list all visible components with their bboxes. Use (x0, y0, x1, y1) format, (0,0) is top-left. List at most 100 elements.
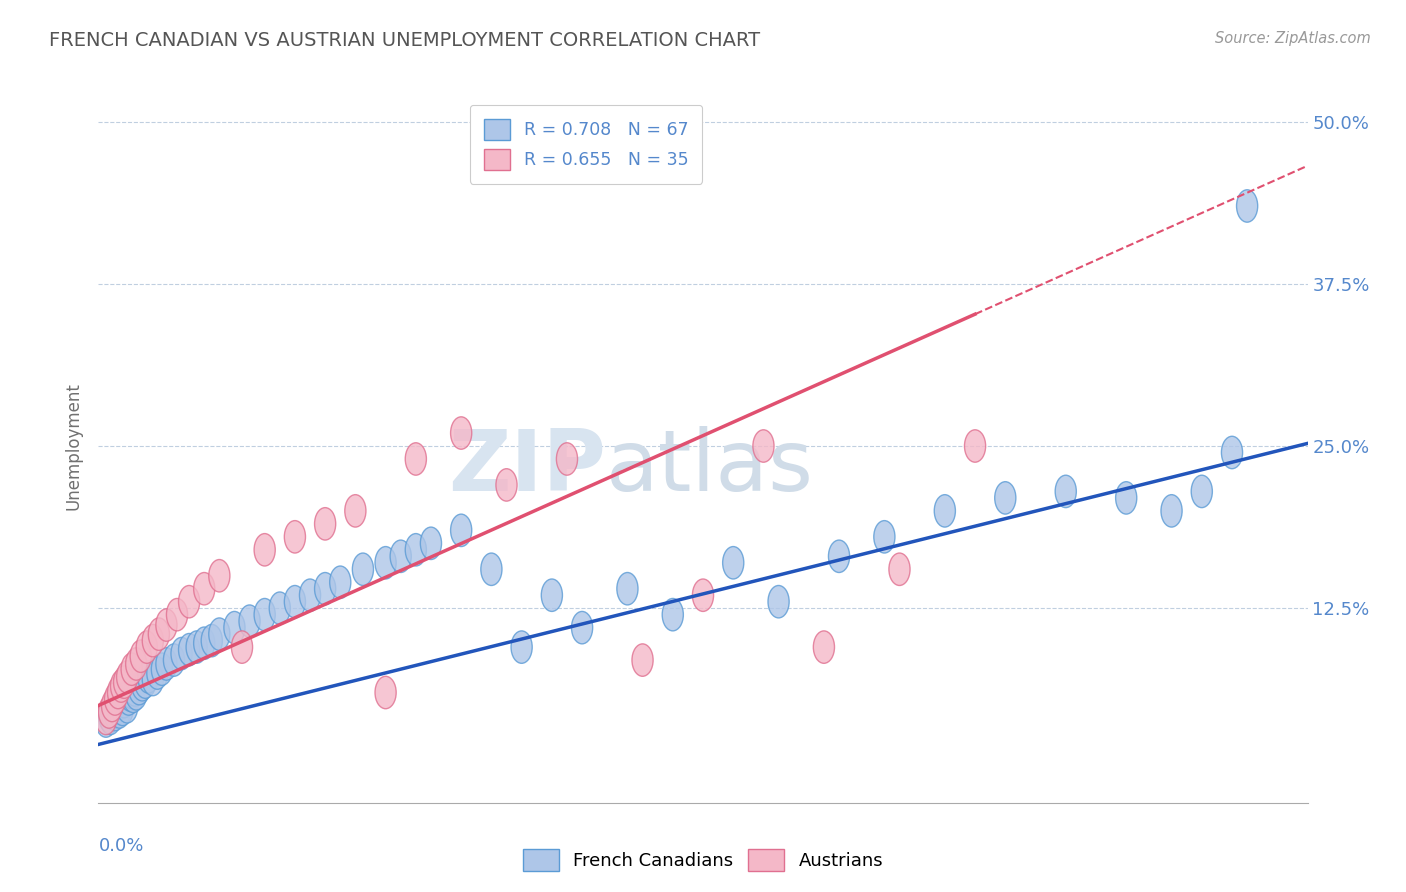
Ellipse shape (315, 508, 336, 540)
Ellipse shape (179, 585, 200, 618)
Ellipse shape (284, 585, 305, 618)
Ellipse shape (117, 690, 138, 723)
Ellipse shape (994, 482, 1017, 514)
Ellipse shape (813, 631, 835, 664)
Legend: French Canadians, Austrians: French Canadians, Austrians (516, 842, 890, 879)
Text: 0.0%: 0.0% (98, 837, 143, 855)
Legend: R = 0.708   N = 67, R = 0.655   N = 35: R = 0.708 N = 67, R = 0.655 N = 35 (470, 105, 702, 184)
Ellipse shape (631, 644, 654, 676)
Ellipse shape (353, 553, 374, 585)
Ellipse shape (172, 638, 193, 670)
Ellipse shape (389, 540, 412, 573)
Ellipse shape (208, 618, 231, 650)
Ellipse shape (114, 666, 135, 698)
Text: ZIP: ZIP (449, 425, 606, 509)
Y-axis label: Unemployment: Unemployment (65, 382, 83, 510)
Ellipse shape (889, 553, 910, 585)
Ellipse shape (148, 618, 170, 650)
Ellipse shape (115, 681, 136, 714)
Ellipse shape (107, 676, 129, 709)
Ellipse shape (125, 648, 146, 681)
Ellipse shape (156, 609, 177, 641)
Text: Source: ZipAtlas.com: Source: ZipAtlas.com (1215, 31, 1371, 46)
Ellipse shape (557, 442, 578, 475)
Ellipse shape (146, 657, 167, 690)
Ellipse shape (129, 673, 150, 705)
Ellipse shape (120, 679, 141, 711)
Ellipse shape (117, 661, 138, 693)
Ellipse shape (405, 533, 426, 566)
Ellipse shape (1054, 475, 1077, 508)
Ellipse shape (284, 521, 305, 553)
Ellipse shape (166, 599, 187, 631)
Ellipse shape (156, 648, 177, 681)
Ellipse shape (541, 579, 562, 611)
Ellipse shape (299, 579, 321, 611)
Ellipse shape (1161, 495, 1182, 527)
Ellipse shape (110, 696, 131, 728)
Ellipse shape (132, 668, 153, 701)
Ellipse shape (122, 681, 143, 713)
Ellipse shape (96, 702, 117, 735)
Ellipse shape (98, 699, 120, 732)
Ellipse shape (112, 693, 134, 725)
Ellipse shape (344, 495, 366, 527)
Ellipse shape (723, 547, 744, 579)
Ellipse shape (208, 559, 231, 592)
Ellipse shape (96, 705, 117, 738)
Ellipse shape (496, 468, 517, 501)
Ellipse shape (142, 624, 163, 657)
Ellipse shape (405, 442, 426, 475)
Ellipse shape (510, 631, 533, 664)
Ellipse shape (121, 653, 142, 685)
Ellipse shape (329, 566, 352, 599)
Ellipse shape (194, 573, 215, 605)
Ellipse shape (111, 687, 132, 719)
Ellipse shape (254, 533, 276, 566)
Ellipse shape (104, 682, 125, 715)
Ellipse shape (662, 599, 683, 631)
Ellipse shape (1236, 190, 1258, 222)
Ellipse shape (114, 685, 135, 718)
Text: atlas: atlas (606, 425, 814, 509)
Ellipse shape (104, 698, 125, 731)
Ellipse shape (125, 678, 146, 710)
Ellipse shape (107, 690, 129, 722)
Ellipse shape (186, 631, 207, 664)
Ellipse shape (1191, 475, 1212, 508)
Ellipse shape (105, 692, 127, 724)
Ellipse shape (201, 624, 222, 657)
Ellipse shape (152, 653, 173, 685)
Ellipse shape (131, 640, 152, 673)
Ellipse shape (194, 627, 215, 659)
Ellipse shape (481, 553, 502, 585)
Ellipse shape (124, 673, 145, 706)
Ellipse shape (1222, 436, 1243, 468)
Ellipse shape (692, 579, 714, 611)
Ellipse shape (136, 631, 157, 664)
Text: FRENCH CANADIAN VS AUSTRIAN UNEMPLOYMENT CORRELATION CHART: FRENCH CANADIAN VS AUSTRIAN UNEMPLOYMENT… (49, 31, 761, 50)
Ellipse shape (965, 430, 986, 462)
Ellipse shape (315, 573, 336, 605)
Ellipse shape (142, 664, 163, 696)
Ellipse shape (873, 521, 896, 553)
Ellipse shape (111, 670, 132, 702)
Ellipse shape (450, 514, 472, 547)
Ellipse shape (98, 696, 120, 728)
Ellipse shape (179, 633, 200, 666)
Ellipse shape (768, 585, 789, 618)
Ellipse shape (121, 676, 142, 709)
Ellipse shape (1115, 482, 1137, 514)
Ellipse shape (375, 676, 396, 709)
Ellipse shape (103, 695, 124, 727)
Ellipse shape (752, 430, 775, 462)
Ellipse shape (269, 592, 291, 624)
Ellipse shape (617, 573, 638, 605)
Ellipse shape (450, 417, 472, 450)
Ellipse shape (420, 527, 441, 559)
Ellipse shape (163, 644, 184, 676)
Ellipse shape (239, 605, 260, 638)
Ellipse shape (254, 599, 276, 631)
Ellipse shape (135, 666, 156, 698)
Ellipse shape (138, 661, 159, 693)
